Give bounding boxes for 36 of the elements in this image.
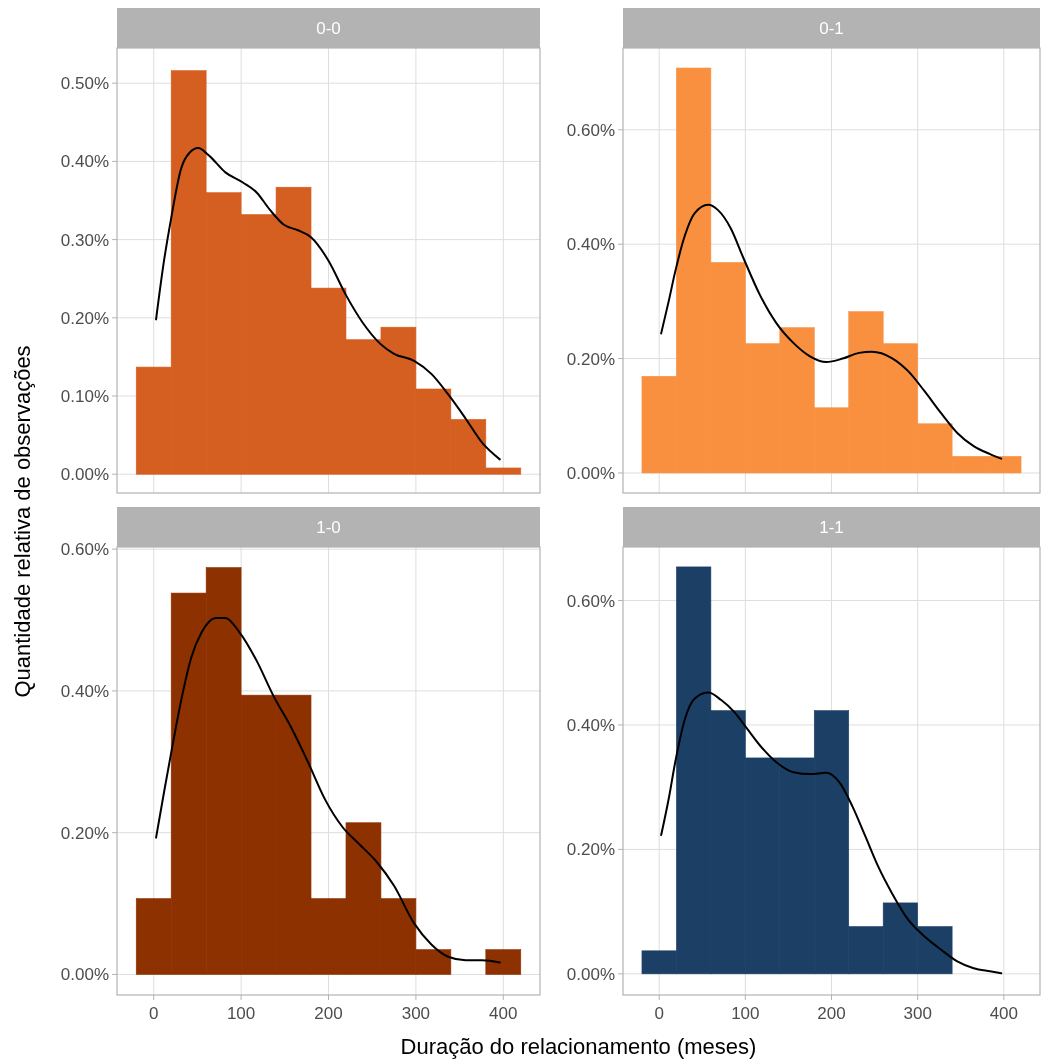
- y-tick-label: 0.40%: [566, 715, 615, 735]
- y-tick-label: 0.30%: [60, 230, 109, 250]
- x-tick-label: 200: [314, 1004, 343, 1023]
- x-tick-label: 100: [731, 1004, 760, 1023]
- y-tick-label: 0.10%: [60, 387, 109, 407]
- y-tick-label: 0.20%: [566, 840, 615, 860]
- y-tick-label: 0.40%: [60, 152, 109, 172]
- x-tick-label: 300: [903, 1004, 932, 1023]
- chart-title: 0-1: [819, 19, 844, 38]
- y-axis-title: Quantidade relativa de observações: [10, 345, 35, 698]
- chart-title: 1-1: [819, 518, 844, 537]
- x-tick-label: 300: [401, 1004, 431, 1023]
- x-tick-label: 0: [654, 1004, 664, 1023]
- y-tick-label: 0.60%: [566, 120, 615, 140]
- y-tick-label: 0.00%: [566, 463, 615, 483]
- y-tick-label: 0.20%: [60, 823, 109, 843]
- y-tick-label: 0.60%: [566, 591, 615, 611]
- y-tick-label: 0.60%: [60, 540, 109, 560]
- chart-title: 0-0: [316, 19, 341, 38]
- y-tick-label: 0.50%: [60, 74, 109, 94]
- x-tick-label: 200: [817, 1004, 846, 1023]
- x-tick-label: 0: [148, 1004, 159, 1023]
- y-tick-label: 0.20%: [60, 308, 109, 328]
- x-tick-label: 400: [989, 1004, 1018, 1023]
- x-tick-label: 100: [226, 1004, 256, 1023]
- x-axis-title: Duração do relacionamento (meses): [400, 1034, 757, 1059]
- y-tick-label: 0.40%: [566, 235, 615, 255]
- chart-title: 1-0: [316, 518, 341, 537]
- x-tick-label: 400: [489, 1004, 518, 1023]
- y-tick-label: 0.00%: [60, 465, 109, 485]
- y-tick-label: 0.00%: [566, 964, 615, 984]
- line-series: [660, 691, 1003, 975]
- y-tick-label: 0.40%: [60, 681, 109, 701]
- y-tick-label: 0.00%: [60, 965, 109, 985]
- line-series: [155, 147, 501, 461]
- y-tick-label: 0.20%: [566, 349, 615, 369]
